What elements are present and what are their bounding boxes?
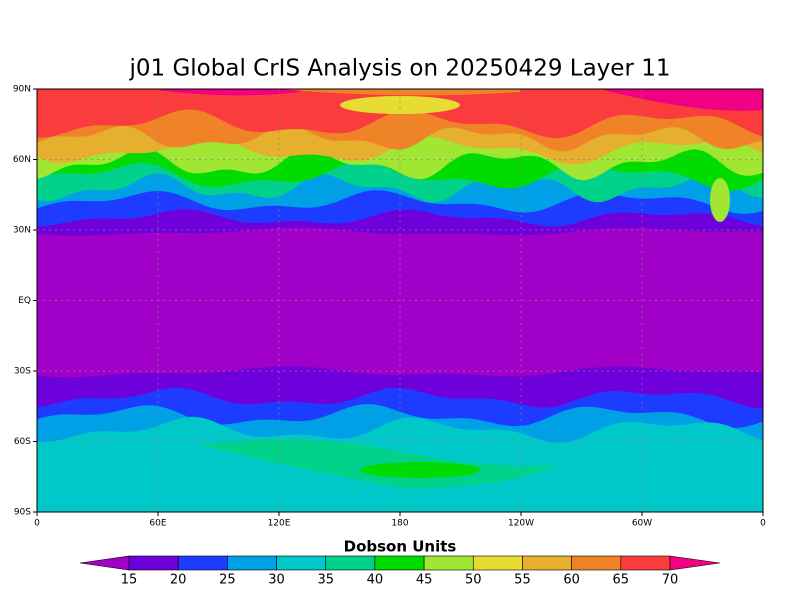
colorbar-label: 25 bbox=[219, 573, 236, 588]
contour-band bbox=[600, 89, 763, 111]
x-tick-label: 120W bbox=[508, 519, 534, 529]
colorbar-box bbox=[325, 555, 376, 571]
colorbar-label: 50 bbox=[465, 573, 482, 588]
y-tick-label: 60S bbox=[14, 437, 31, 447]
map-frame bbox=[36, 88, 764, 513]
colorbar-box bbox=[177, 555, 228, 571]
x-tick-label: 60E bbox=[149, 519, 166, 529]
colorbar-label: 65 bbox=[613, 573, 630, 588]
contour-band bbox=[200, 439, 560, 489]
colorbar-label: 55 bbox=[514, 573, 531, 588]
x-tick-label: 180 bbox=[391, 519, 408, 529]
colorbar-box bbox=[571, 555, 622, 571]
colorbar-extension bbox=[669, 555, 721, 571]
contour-band bbox=[37, 89, 763, 139]
x-tick-label: 60W bbox=[632, 519, 652, 529]
y-tick-label: EQ bbox=[18, 296, 31, 306]
colorbar-label: 20 bbox=[170, 573, 187, 588]
colorbar-label: 60 bbox=[563, 573, 580, 588]
colorbar-title: Dobson Units bbox=[344, 538, 457, 556]
colorbar-label: 35 bbox=[317, 573, 334, 588]
x-tick-label: 120E bbox=[268, 519, 291, 529]
graticule: 0 60E 120E 180 120W 60W 0 90N 60N 30N EQ 30S 60S 90S bbox=[13, 85, 766, 529]
colorbar-box bbox=[227, 555, 277, 571]
colorbar-label: 45 bbox=[416, 573, 433, 588]
x-tick-label: 0 bbox=[34, 519, 40, 529]
colorbar-box bbox=[276, 555, 327, 571]
colorbar-label: 70 bbox=[662, 573, 679, 588]
colorbar-box bbox=[374, 555, 425, 571]
colorbar-extension bbox=[79, 555, 130, 571]
colorbar-label: 30 bbox=[268, 573, 285, 588]
contour-band bbox=[150, 89, 300, 96]
contour-band bbox=[360, 462, 480, 478]
colorbar-box bbox=[472, 555, 523, 571]
colorbar-label: 40 bbox=[367, 573, 384, 588]
colorbar-box bbox=[423, 555, 474, 571]
y-tick-label: 30N bbox=[13, 226, 31, 236]
y-tick-label: 30S bbox=[14, 367, 31, 377]
colorbar: 15 20 25 30 35 40 45 50 55 60 65 70 bbox=[79, 555, 721, 588]
colorbar-label: 15 bbox=[121, 573, 138, 588]
colorbar-box bbox=[522, 555, 572, 571]
colorbar-box bbox=[128, 555, 179, 571]
map-title: j01 Global CrIS Analysis on 20250429 Lay… bbox=[129, 56, 671, 82]
colorbar-box bbox=[620, 555, 671, 571]
contour-band bbox=[280, 89, 520, 96]
y-tick-label: 90S bbox=[14, 508, 31, 518]
contour-band bbox=[710, 178, 730, 222]
y-tick-label: 90N bbox=[13, 85, 31, 95]
ozone-field bbox=[37, 89, 763, 512]
y-tick-label: 60N bbox=[13, 155, 31, 165]
x-tick-label: 0 bbox=[760, 519, 766, 529]
contour-band bbox=[340, 96, 460, 114]
